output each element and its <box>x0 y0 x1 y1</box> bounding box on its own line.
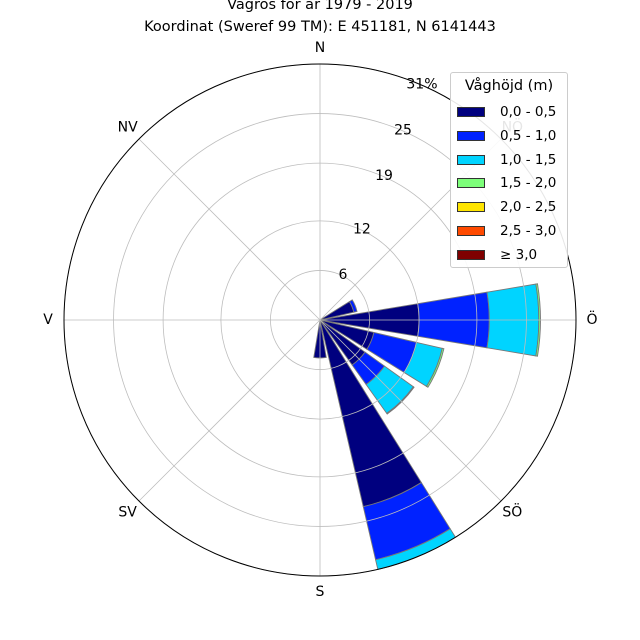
legend: Våghöjd (m) 0,0 - 0,5 0,5 - 1,0 1,0 - 1,5 1… <box>450 72 568 268</box>
polar-frame <box>63 63 577 577</box>
direction-label-5: SV <box>118 504 137 520</box>
legend-item: 0,0 - 0,5 <box>457 103 556 121</box>
direction-label-0: N <box>315 40 325 56</box>
legend-label: 0,5 - 1,0 <box>500 127 557 144</box>
direction-label-6: V <box>43 312 53 328</box>
legend-swatch <box>457 107 485 117</box>
legend-item: 1,5 - 2,0 <box>457 174 556 192</box>
radial-tick-label-4: 31% <box>406 76 437 92</box>
legend-label: 1,0 - 1,5 <box>500 151 557 168</box>
direction-label-4: S <box>316 584 325 600</box>
legend-swatch <box>457 154 485 165</box>
legend-label: 2,0 - 2,5 <box>500 199 557 216</box>
legend-label: ≥ 3,0 <box>500 246 538 263</box>
legend-item: 2,5 - 3,0 <box>457 222 556 240</box>
grid-spoke-5 <box>138 319 321 502</box>
legend-item: 1,0 - 1,5 <box>457 151 556 169</box>
legend-title: Våghöjd (m) <box>464 78 554 94</box>
legend-item: 2,0 - 2,5 <box>457 198 556 216</box>
legend-item: 0,5 - 1,0 <box>457 127 556 145</box>
legend-label: 1,5 - 2,0 <box>500 175 557 192</box>
legend-item: ≥ 3,0 <box>457 246 537 264</box>
polar-grid <box>63 63 577 577</box>
legend-swatch <box>457 202 485 213</box>
chart-title: Vågros för år 1979 - 2019 <box>227 0 413 13</box>
rose-bar-3-3 <box>386 386 415 415</box>
grid-spoke-3 <box>319 319 502 502</box>
legend-swatch <box>457 249 485 260</box>
radial-tick-label-3: 25 <box>394 122 412 138</box>
legend-swatch <box>457 226 485 236</box>
direction-label-2: Ö <box>586 310 597 328</box>
legend-swatch <box>457 130 485 141</box>
chart-subtitle: Koordinat (Sweref 99 TM): E 451181, N 61… <box>144 19 496 35</box>
direction-label-7: NV <box>118 120 138 136</box>
rose-bar-2-3 <box>425 347 445 388</box>
rose-bar-1-3 <box>535 283 541 357</box>
radial-tick-label-0: 6 <box>339 267 348 283</box>
legend-label: 0,0 - 0,5 <box>500 104 557 120</box>
direction-label-3: SÖ <box>502 502 522 520</box>
rose-bar-0-1 <box>348 299 358 313</box>
radial-tick-label-1: 12 <box>353 221 371 237</box>
legend-swatch <box>457 178 485 189</box>
legend-label: 2,5 - 3,0 <box>500 223 557 239</box>
radial-tick-label-2: 19 <box>375 168 393 184</box>
grid-spoke-7 <box>138 138 321 321</box>
